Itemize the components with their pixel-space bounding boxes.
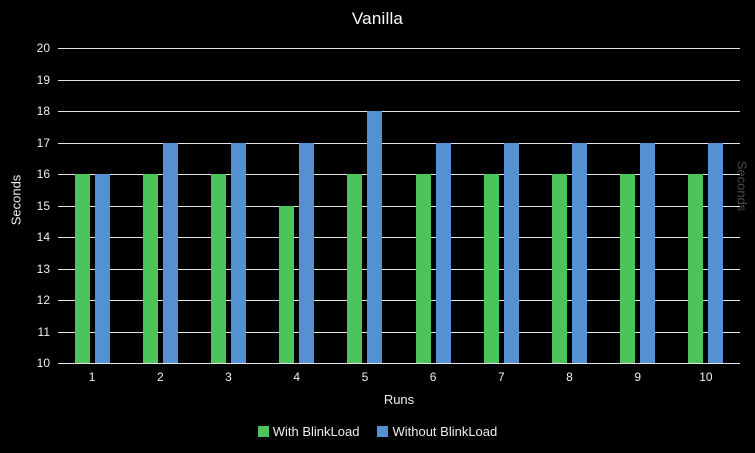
legend-item-without-blinkload: Without BlinkLoad — [377, 424, 497, 439]
y-tick-label: 15 — [36, 198, 50, 213]
bar-group-run-2 — [126, 48, 194, 363]
legend: With BlinkLoad Without BlinkLoad — [0, 424, 755, 439]
y-axis-tick-labels: 20 19 18 17 16 15 14 13 12 11 10 — [0, 41, 50, 370]
legend-swatch-icon — [257, 426, 269, 437]
bar-group-run-3 — [194, 48, 262, 363]
y-tick-label: 11 — [37, 324, 50, 339]
gridline — [58, 331, 740, 333]
y-tick-label: 14 — [36, 230, 50, 244]
y-tick-label: 10 — [36, 356, 50, 370]
bar-without-blinkload — [435, 142, 451, 363]
bar-with-blinkload — [211, 174, 226, 363]
bar-without-blinkload — [572, 142, 588, 363]
bar-group-run-6 — [399, 48, 467, 363]
gridline — [58, 142, 740, 144]
y-tick-label: 20 — [36, 41, 50, 55]
bar-group-run-7 — [467, 48, 535, 363]
chart-title: Vanilla — [351, 9, 404, 28]
bar-group-run-5 — [331, 48, 399, 363]
x-tick-label: 10 — [699, 370, 713, 384]
x-axis-tick-labels: 1 2 3 4 5 6 7 8 9 10 — [58, 370, 740, 384]
y-tick-label: 18 — [36, 104, 50, 118]
y-tick-label: 13 — [36, 261, 50, 276]
bar-with-blinkload — [688, 174, 704, 363]
x-tick-label: 7 — [497, 370, 505, 384]
bar-with-blinkload — [552, 174, 568, 363]
bar-without-blinkload — [231, 142, 246, 363]
gridline — [58, 205, 740, 207]
gridline — [58, 111, 740, 112]
plot-area — [58, 48, 740, 364]
bar-with-blinkload — [620, 174, 636, 363]
x-tick-label: 2 — [156, 370, 164, 384]
bar-without-blinkload — [708, 142, 724, 363]
bar-group-run-4 — [263, 48, 331, 363]
bar-with-blinkload — [415, 174, 431, 363]
bar-with-blinkload — [347, 174, 363, 363]
gridline — [58, 268, 740, 270]
gridline — [58, 174, 740, 175]
y-tick-label: 12 — [36, 293, 50, 307]
bar-without-blinkload — [94, 174, 110, 363]
x-axis-title: Runs — [383, 392, 415, 407]
gridline — [58, 79, 740, 81]
gridline — [58, 237, 740, 238]
y-tick-label: 19 — [36, 72, 50, 87]
x-tick-label: 1 — [88, 370, 96, 384]
bar-group-run-10 — [672, 48, 740, 363]
x-tick-label: 9 — [634, 370, 642, 384]
legend-item-with-blinkload: With BlinkLoad — [257, 424, 360, 439]
gridline — [58, 363, 740, 364]
legend-label: Without BlinkLoad — [392, 424, 498, 439]
y-tick-label: 16 — [36, 167, 50, 181]
x-tick-label: 3 — [225, 370, 232, 384]
bar-group-run-8 — [535, 48, 603, 363]
gridline — [58, 48, 740, 49]
x-tick-label: 8 — [566, 370, 573, 384]
y-tick-label: 17 — [36, 135, 50, 150]
x-tick-label: 6 — [429, 370, 437, 384]
bar-without-blinkload — [299, 142, 315, 363]
bar-without-blinkload — [162, 142, 178, 363]
bar-with-blinkload — [483, 174, 499, 363]
gridline — [58, 300, 740, 301]
bar-group-run-1 — [58, 48, 126, 363]
bar-without-blinkload — [367, 111, 383, 363]
legend-label: With BlinkLoad — [272, 424, 360, 439]
x-tick-label: 4 — [293, 370, 301, 384]
bar-group-run-9 — [604, 48, 672, 363]
bar-without-blinkload — [640, 142, 656, 363]
bar-with-blinkload — [279, 205, 295, 363]
bar-with-blinkload — [142, 174, 158, 363]
x-tick-label: 5 — [361, 370, 369, 384]
legend-swatch-icon — [377, 426, 389, 437]
bar-without-blinkload — [503, 142, 519, 363]
bar-with-blinkload — [74, 174, 90, 363]
bar-groups — [58, 48, 740, 363]
